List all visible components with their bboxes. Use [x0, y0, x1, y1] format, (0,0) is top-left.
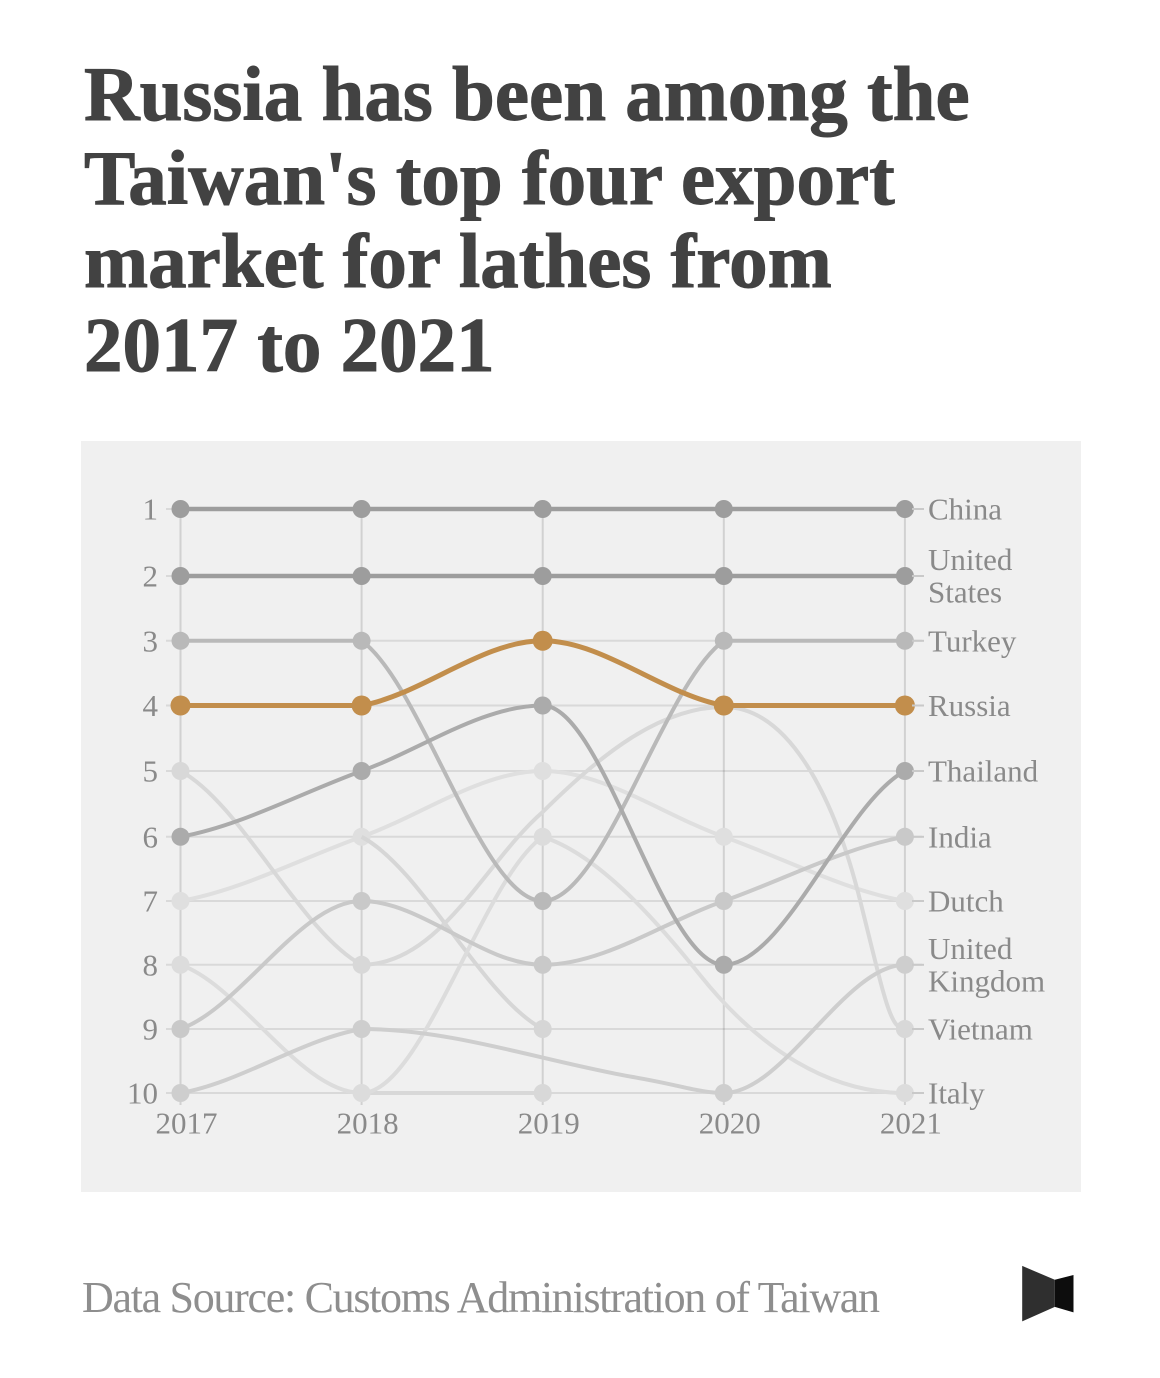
- svg-text:2017: 2017: [156, 1106, 218, 1141]
- svg-text:Italy: Italy: [928, 1076, 985, 1111]
- svg-text:2020: 2020: [699, 1106, 761, 1141]
- svg-text:9: 9: [143, 1012, 159, 1047]
- svg-text:2: 2: [143, 559, 159, 594]
- svg-text:States: States: [928, 575, 1002, 610]
- svg-text:Dutch: Dutch: [928, 884, 1004, 919]
- svg-text:2018: 2018: [337, 1106, 399, 1141]
- svg-text:Thailand: Thailand: [928, 754, 1039, 789]
- svg-text:United: United: [928, 542, 1013, 577]
- svg-text:5: 5: [143, 754, 159, 789]
- svg-text:Turkey: Turkey: [928, 623, 1017, 658]
- svg-text:1: 1: [143, 492, 159, 527]
- svg-text:Kingdom: Kingdom: [928, 964, 1045, 999]
- svg-text:Russia: Russia: [928, 688, 1011, 723]
- svg-text:3: 3: [143, 623, 159, 658]
- svg-text:8: 8: [143, 947, 159, 982]
- svg-text:China: China: [928, 492, 1002, 527]
- svg-text:10: 10: [127, 1076, 158, 1111]
- svg-text:7: 7: [143, 884, 159, 919]
- svg-text:2021: 2021: [880, 1106, 942, 1141]
- svg-text:2019: 2019: [518, 1106, 580, 1141]
- svg-text:4: 4: [143, 688, 159, 723]
- svg-text:6: 6: [143, 819, 159, 854]
- svg-text:Vietnam: Vietnam: [928, 1012, 1033, 1047]
- svg-text:United: United: [928, 931, 1013, 966]
- svg-text:India: India: [928, 819, 992, 854]
